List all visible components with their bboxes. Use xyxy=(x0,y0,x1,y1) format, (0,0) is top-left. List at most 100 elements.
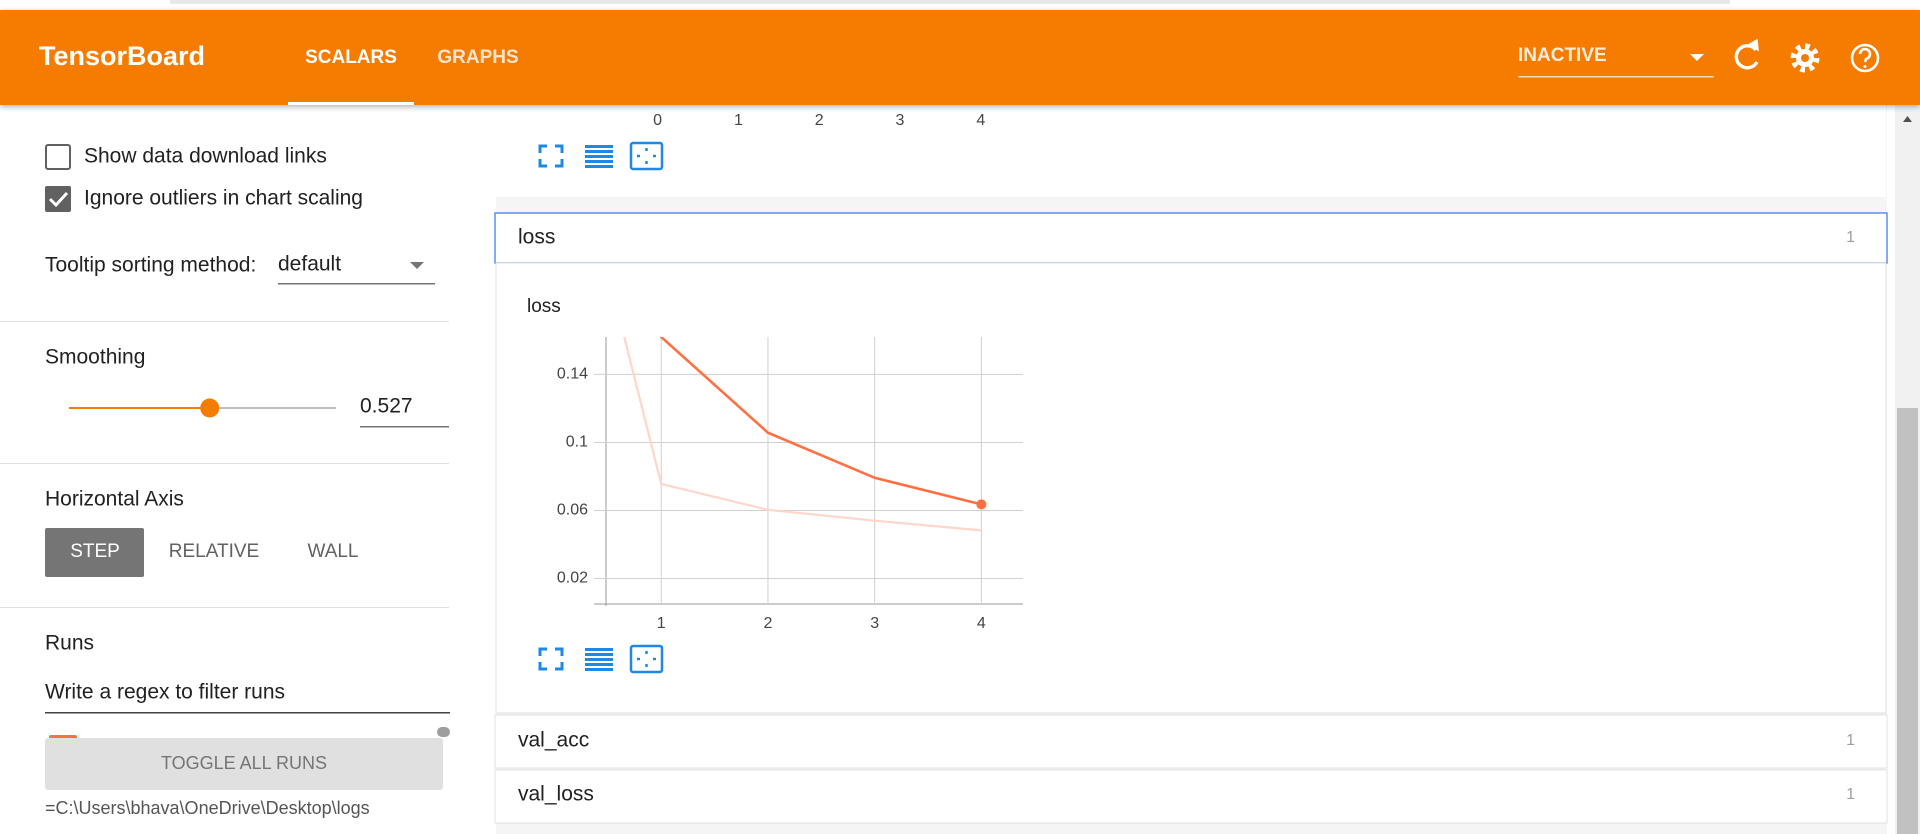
checkbox[interactable] xyxy=(45,186,71,212)
y-tick-label: 0.06 xyxy=(557,502,588,519)
sidebar xyxy=(0,105,472,834)
scrollbar-thumb[interactable] xyxy=(1897,408,1918,834)
tab[interactable]: SCALARS xyxy=(305,47,397,68)
list-line xyxy=(585,668,613,671)
y-tick-label: 0.02 xyxy=(557,570,588,587)
chart-toolbar xyxy=(538,644,664,674)
axis-option[interactable]: WALL xyxy=(307,541,358,562)
card xyxy=(495,262,1887,714)
tab[interactable]: GRAPHS xyxy=(437,47,518,68)
data-line xyxy=(623,337,982,532)
list-icon[interactable] xyxy=(585,648,613,671)
list-icon[interactable] xyxy=(585,145,613,168)
x-tick-label: 2 xyxy=(763,615,772,632)
fit-arrows xyxy=(637,651,656,667)
scroll-up[interactable] xyxy=(1903,116,1912,122)
section-header[interactable] xyxy=(494,714,1888,769)
section-name[interactable]: loss xyxy=(518,226,555,249)
section-header[interactable] xyxy=(494,212,1888,264)
toggle-all-runs[interactable]: TOGGLE ALL RUNS xyxy=(161,753,327,773)
list-line xyxy=(585,145,613,148)
runs-filter[interactable]: Write a regex to filter runs xyxy=(45,681,285,704)
divider xyxy=(0,321,449,322)
tab-indicator xyxy=(288,102,414,105)
corner xyxy=(555,159,564,168)
fit-box xyxy=(629,141,664,171)
section-name[interactable]: val_acc xyxy=(518,729,589,752)
data-point xyxy=(976,499,987,510)
input-underline xyxy=(360,426,449,428)
list-line xyxy=(585,648,613,651)
smoothing-input[interactable]: 0.527 xyxy=(360,395,413,418)
x-tick-label: 0 xyxy=(653,112,662,129)
fit-icon[interactable] xyxy=(629,644,664,674)
fullscreen-icon[interactable] xyxy=(538,144,564,168)
app-title: TensorBoard xyxy=(39,41,205,71)
gutter xyxy=(1887,105,1895,834)
fit-box xyxy=(629,644,664,674)
chart-toolbar xyxy=(538,141,664,171)
x-tick-label: 3 xyxy=(896,112,905,129)
help-dot xyxy=(1863,65,1867,68)
gear-teeth xyxy=(1790,43,1820,73)
option-label: Ignore outliers in chart scaling xyxy=(84,187,363,210)
browser-strip xyxy=(0,0,1920,10)
gear-hole xyxy=(1801,54,1809,62)
help-icon[interactable] xyxy=(1850,43,1880,73)
list-line xyxy=(585,658,613,661)
corner xyxy=(555,144,564,153)
list-line xyxy=(585,653,613,656)
axis-button-selected[interactable] xyxy=(45,528,144,577)
list-line xyxy=(585,155,613,158)
gutter xyxy=(472,105,496,834)
checkbox[interactable] xyxy=(45,144,71,170)
refresh-head xyxy=(1748,38,1759,52)
corner xyxy=(555,662,564,671)
tooltip-label: Tooltip sorting method: xyxy=(45,254,256,277)
fit-arrows xyxy=(637,148,656,164)
list-line xyxy=(585,160,613,163)
divider xyxy=(0,607,449,608)
fullscreen-icon[interactable] xyxy=(538,647,564,671)
browser-edge xyxy=(170,0,1730,4)
x-tick-label: 2 xyxy=(815,112,824,129)
x-tick-label: 3 xyxy=(870,615,879,632)
logdir: =C:\Users\bhava\OneDrive\Desktop\logs xyxy=(45,798,370,818)
tooltip-value[interactable]: default xyxy=(278,253,341,276)
corner xyxy=(538,159,547,168)
y-tick-label: 0.14 xyxy=(557,366,588,383)
axis-option[interactable]: STEP xyxy=(70,541,120,562)
option-label: Show data download links xyxy=(84,145,327,168)
section-name[interactable]: val_loss xyxy=(518,783,594,806)
list-line xyxy=(585,150,613,153)
x-tick-label: 4 xyxy=(977,615,986,632)
fit-icon[interactable] xyxy=(629,141,664,171)
section-count: 1 xyxy=(1846,786,1855,803)
toggle-button[interactable] xyxy=(45,738,443,790)
slider-knob[interactable] xyxy=(200,398,220,418)
x-tick-label: 1 xyxy=(657,615,666,632)
corner xyxy=(538,647,547,656)
help-mark xyxy=(1858,47,1872,63)
settings-icon[interactable] xyxy=(1790,43,1820,73)
dropdown-underline xyxy=(1518,76,1714,78)
smoothing-label: Smoothing xyxy=(45,346,145,369)
scroll-bubble xyxy=(437,727,450,737)
x-tick-label: 4 xyxy=(976,112,985,129)
run-status[interactable]: INACTIVE xyxy=(1518,45,1607,66)
select-arrow[interactable] xyxy=(410,262,424,269)
refresh-icon[interactable] xyxy=(1734,38,1759,70)
dropdown-arrow[interactable] xyxy=(1690,54,1704,61)
corner xyxy=(538,662,547,671)
section-count: 1 xyxy=(1846,229,1855,246)
y-tick-label: 0.1 xyxy=(566,434,588,451)
section-header[interactable] xyxy=(494,769,1888,824)
chart-title: loss xyxy=(527,296,561,317)
axis-option[interactable]: RELATIVE xyxy=(169,541,259,562)
section-count: 1 xyxy=(1846,732,1855,749)
list-line xyxy=(585,165,613,168)
runs-label: Runs xyxy=(45,632,94,655)
refresh-arc xyxy=(1734,44,1759,70)
select-underline xyxy=(278,283,435,285)
